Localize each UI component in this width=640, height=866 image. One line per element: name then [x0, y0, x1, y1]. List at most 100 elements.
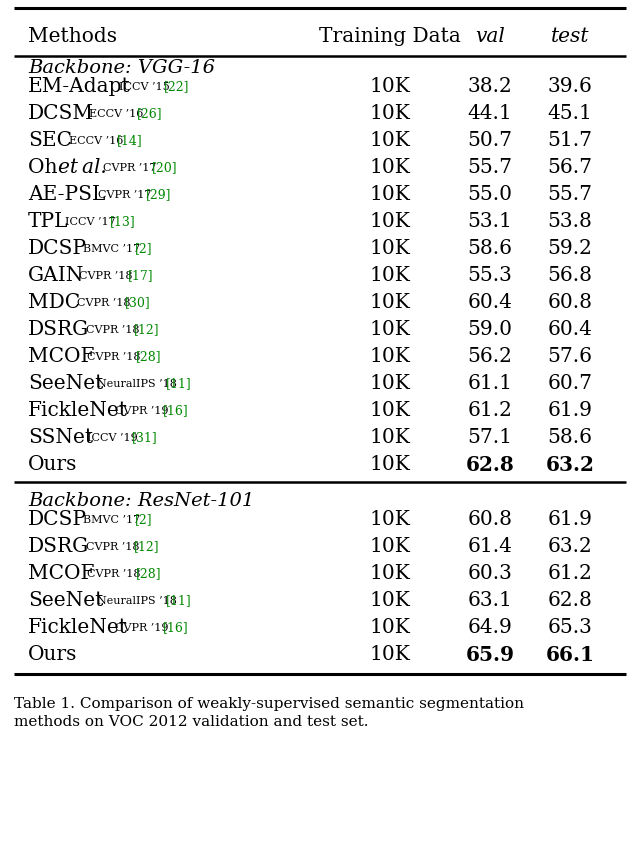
Text: SEC: SEC [28, 132, 72, 151]
Text: 62.8: 62.8 [465, 455, 515, 475]
Text: 10K: 10K [369, 538, 410, 556]
Text: 56.2: 56.2 [468, 347, 513, 366]
Text: [13]: [13] [109, 216, 135, 229]
Text: 61.2: 61.2 [468, 402, 513, 421]
Text: 10K: 10K [369, 185, 410, 204]
Text: ECCV ’16: ECCV ’16 [69, 136, 124, 146]
Text: 38.2: 38.2 [468, 77, 513, 96]
Text: AE-PSL: AE-PSL [28, 185, 106, 204]
Text: [11]: [11] [166, 594, 192, 607]
Text: ICCV ’17: ICCV ’17 [65, 217, 116, 227]
Text: 10K: 10K [369, 105, 410, 124]
Text: SeeNet: SeeNet [28, 374, 104, 393]
Text: CVPR ’19: CVPR ’19 [115, 406, 168, 416]
Text: SeeNet: SeeNet [28, 591, 104, 611]
Text: 44.1: 44.1 [468, 105, 513, 124]
Text: Ours: Ours [28, 456, 77, 475]
Text: 61.4: 61.4 [468, 538, 513, 556]
Text: 10K: 10K [369, 158, 410, 178]
Text: 57.6: 57.6 [547, 347, 593, 366]
Text: [2]: [2] [134, 514, 152, 527]
Text: 10K: 10K [369, 212, 410, 231]
Text: 60.7: 60.7 [547, 374, 593, 393]
Text: NeuralIPS ’18: NeuralIPS ’18 [97, 379, 177, 389]
Text: CVPR ’18: CVPR ’18 [77, 298, 131, 308]
Text: Training Data: Training Data [319, 27, 461, 46]
Text: 60.4: 60.4 [548, 320, 593, 339]
Text: 59.2: 59.2 [548, 240, 593, 258]
Text: CVPR ’18: CVPR ’18 [86, 542, 140, 552]
Text: 60.4: 60.4 [468, 294, 513, 313]
Text: 10K: 10K [369, 294, 410, 313]
Text: NeuralIPS ’18: NeuralIPS ’18 [97, 596, 177, 606]
Text: 10K: 10K [369, 565, 410, 584]
Text: 61.1: 61.1 [467, 374, 513, 393]
Text: 10K: 10K [369, 374, 410, 393]
Text: test: test [551, 27, 589, 46]
Text: 63.2: 63.2 [548, 538, 593, 556]
Text: [16]: [16] [163, 622, 189, 635]
Text: [12]: [12] [134, 323, 160, 337]
Text: [29]: [29] [146, 189, 172, 202]
Text: [28]: [28] [136, 567, 161, 580]
Text: GAIN: GAIN [28, 267, 84, 286]
Text: 55.3: 55.3 [468, 267, 513, 286]
Text: MCOF: MCOF [28, 565, 95, 584]
Text: [22]: [22] [164, 81, 189, 94]
Text: ICCV ’15: ICCV ’15 [119, 82, 170, 92]
Text: 60.3: 60.3 [468, 565, 513, 584]
Text: 53.1: 53.1 [468, 212, 513, 231]
Text: [28]: [28] [136, 351, 161, 364]
Text: 50.7: 50.7 [467, 132, 513, 151]
Text: 10K: 10K [369, 618, 410, 637]
Text: [30]: [30] [125, 296, 151, 309]
Text: 61.9: 61.9 [547, 402, 593, 421]
Text: MDC: MDC [28, 294, 80, 313]
Text: CVPR ’18: CVPR ’18 [79, 271, 133, 281]
Text: [14]: [14] [117, 134, 143, 147]
Text: DSRG: DSRG [28, 538, 89, 556]
Text: 61.2: 61.2 [548, 565, 593, 584]
Text: 62.8: 62.8 [548, 591, 593, 611]
Text: 39.6: 39.6 [548, 77, 593, 96]
Text: 10K: 10K [369, 456, 410, 475]
Text: 63.2: 63.2 [545, 455, 595, 475]
Text: 55.7: 55.7 [467, 158, 513, 178]
Text: 63.1: 63.1 [468, 591, 513, 611]
Text: 53.8: 53.8 [548, 212, 593, 231]
Text: [12]: [12] [134, 540, 160, 553]
Text: 56.7: 56.7 [547, 158, 593, 178]
Text: 57.1: 57.1 [467, 429, 513, 448]
Text: [26]: [26] [137, 107, 163, 120]
Text: methods on VOC 2012 validation and test set.: methods on VOC 2012 validation and test … [14, 715, 369, 729]
Text: 10K: 10K [369, 510, 410, 529]
Text: [11]: [11] [166, 378, 192, 391]
Text: 45.1: 45.1 [548, 105, 593, 124]
Text: 10K: 10K [369, 645, 410, 664]
Text: 55.0: 55.0 [467, 185, 513, 204]
Text: 51.7: 51.7 [547, 132, 593, 151]
Text: 10K: 10K [369, 77, 410, 96]
Text: 56.8: 56.8 [547, 267, 593, 286]
Text: [31]: [31] [132, 431, 157, 444]
Text: 65.3: 65.3 [548, 618, 593, 637]
Text: 55.7: 55.7 [547, 185, 593, 204]
Text: ICCV ’19: ICCV ’19 [88, 433, 138, 443]
Text: [20]: [20] [152, 161, 177, 174]
Text: 59.0: 59.0 [467, 320, 513, 339]
Text: CVPR ’19: CVPR ’19 [115, 623, 168, 633]
Text: CVPR ’18: CVPR ’18 [86, 325, 140, 335]
Text: Methods: Methods [28, 27, 117, 46]
Text: 10K: 10K [369, 402, 410, 421]
Text: BMVC ’17: BMVC ’17 [83, 515, 141, 525]
Text: 10K: 10K [369, 132, 410, 151]
Text: CVPR ’17: CVPR ’17 [103, 163, 157, 173]
Text: CVPR ’18: CVPR ’18 [88, 352, 141, 362]
Text: BMVC ’17: BMVC ’17 [83, 244, 141, 254]
Text: 64.9: 64.9 [468, 618, 513, 637]
Text: 66.1: 66.1 [545, 645, 595, 665]
Text: TPL: TPL [28, 212, 68, 231]
Text: DCSP: DCSP [28, 240, 87, 258]
Text: Table 1. Comparison of weakly-supervised semantic segmentation: Table 1. Comparison of weakly-supervised… [14, 697, 524, 711]
Text: 58.6: 58.6 [547, 429, 593, 448]
